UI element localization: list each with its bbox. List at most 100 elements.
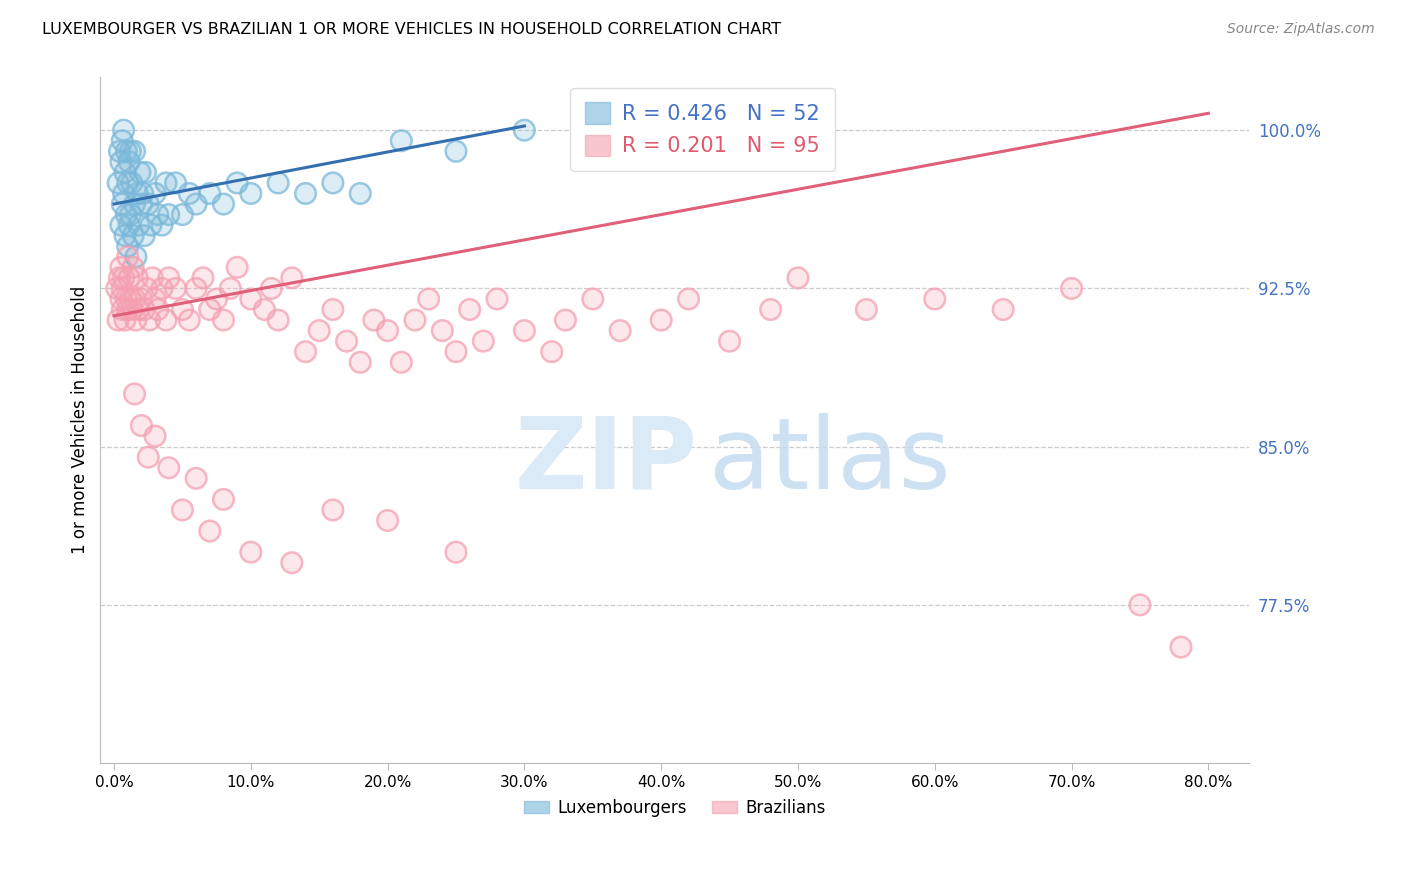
Point	[198, 524, 221, 538]
Point	[239, 186, 262, 201]
Point	[111, 302, 134, 317]
Point	[281, 271, 304, 285]
Point	[118, 218, 141, 232]
Point	[134, 228, 156, 243]
Text: Source: ZipAtlas.com: Source: ZipAtlas.com	[1227, 22, 1375, 37]
Point	[139, 218, 162, 232]
Point	[127, 271, 149, 285]
Point	[458, 302, 481, 317]
Point	[322, 302, 344, 317]
Point	[135, 281, 157, 295]
Point	[184, 471, 207, 485]
Point	[678, 292, 700, 306]
Point	[472, 334, 495, 348]
Point	[239, 186, 262, 201]
Point	[294, 186, 316, 201]
Point	[150, 281, 173, 295]
Point	[991, 302, 1014, 317]
Point	[118, 154, 141, 169]
Point	[349, 186, 371, 201]
Point	[377, 324, 399, 338]
Point	[120, 292, 142, 306]
Point	[294, 344, 316, 359]
Point	[198, 186, 221, 201]
Point	[212, 313, 235, 327]
Point	[124, 197, 146, 211]
Point	[107, 176, 129, 190]
Point	[110, 260, 132, 275]
Point	[138, 313, 160, 327]
Point	[444, 145, 467, 159]
Point	[157, 208, 180, 222]
Point	[855, 302, 877, 317]
Point	[759, 302, 782, 317]
Point	[122, 228, 145, 243]
Point	[212, 313, 235, 327]
Point	[267, 313, 290, 327]
Point	[110, 292, 132, 306]
Point	[513, 123, 536, 137]
Point	[1129, 598, 1152, 612]
Point	[179, 313, 201, 327]
Point	[991, 302, 1014, 317]
Point	[115, 145, 138, 159]
Point	[389, 134, 412, 148]
Point	[540, 344, 562, 359]
Point	[115, 292, 138, 306]
Point	[253, 302, 276, 317]
Point	[513, 123, 536, 137]
Point	[486, 292, 509, 306]
Point	[294, 344, 316, 359]
Point	[124, 292, 146, 306]
Point	[172, 208, 194, 222]
Point	[219, 281, 242, 295]
Point	[260, 281, 283, 295]
Point	[108, 271, 131, 285]
Point	[184, 197, 207, 211]
Point	[157, 271, 180, 285]
Point	[281, 556, 304, 570]
Point	[184, 281, 207, 295]
Point	[136, 450, 159, 465]
Point	[112, 123, 135, 137]
Point	[124, 387, 146, 401]
Point	[191, 271, 214, 285]
Point	[125, 313, 148, 327]
Point	[136, 197, 159, 211]
Point	[114, 165, 136, 179]
Point	[650, 313, 672, 327]
Point	[212, 197, 235, 211]
Point	[128, 302, 150, 317]
Point	[172, 302, 194, 317]
Point	[108, 145, 131, 159]
Point	[111, 134, 134, 148]
Point	[114, 228, 136, 243]
Point	[129, 165, 152, 179]
Point	[136, 197, 159, 211]
Point	[718, 334, 741, 348]
Point	[253, 302, 276, 317]
Point	[117, 176, 139, 190]
Point	[120, 292, 142, 306]
Point	[112, 271, 135, 285]
Point	[582, 292, 605, 306]
Point	[226, 176, 249, 190]
Point	[121, 302, 143, 317]
Point	[294, 186, 316, 201]
Point	[110, 154, 132, 169]
Point	[308, 324, 330, 338]
Point	[924, 292, 946, 306]
Point	[349, 186, 371, 201]
Point	[143, 429, 166, 443]
Point	[131, 292, 153, 306]
Point	[110, 218, 132, 232]
Point	[141, 271, 163, 285]
Point	[131, 418, 153, 433]
Point	[281, 556, 304, 570]
Point	[155, 313, 177, 327]
Point	[121, 176, 143, 190]
Point	[281, 271, 304, 285]
Text: atlas: atlas	[709, 413, 950, 510]
Point	[111, 134, 134, 148]
Point	[432, 324, 454, 338]
